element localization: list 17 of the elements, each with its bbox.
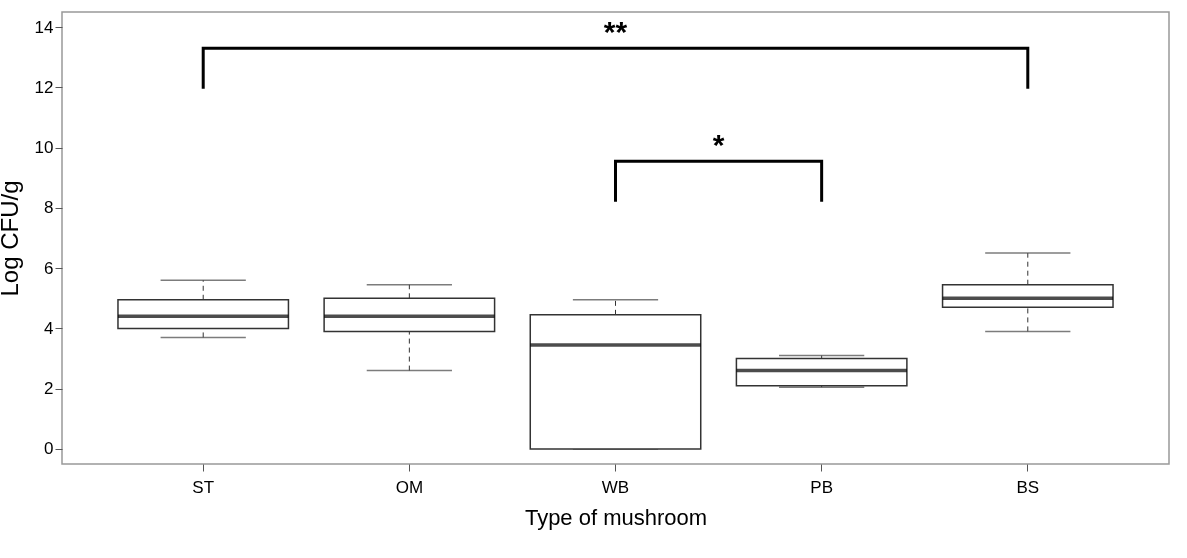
x-tick-label: PB: [810, 477, 833, 497]
y-tick-label: 14: [34, 17, 54, 37]
x-tick-label: BS: [1016, 477, 1040, 497]
y-tick-label: 12: [34, 77, 54, 97]
x-tick-label: OM: [395, 477, 424, 497]
y-tick-label: 6: [44, 258, 54, 278]
y-tick-label: 4: [44, 318, 54, 338]
annotation: *: [712, 128, 725, 162]
y-axis-title: Log CFU/g: [0, 180, 23, 297]
y-tick-label: 10: [34, 138, 54, 158]
y-tick-label: 0: [44, 439, 54, 459]
y-tick-label: 8: [44, 198, 54, 218]
annotation: **: [603, 15, 628, 49]
x-tick-label: WB: [601, 477, 630, 497]
y-tick-label: 2: [44, 379, 54, 399]
x-axis-title: Type of mushroom: [524, 504, 708, 530]
x-tick-label: ST: [192, 477, 215, 497]
